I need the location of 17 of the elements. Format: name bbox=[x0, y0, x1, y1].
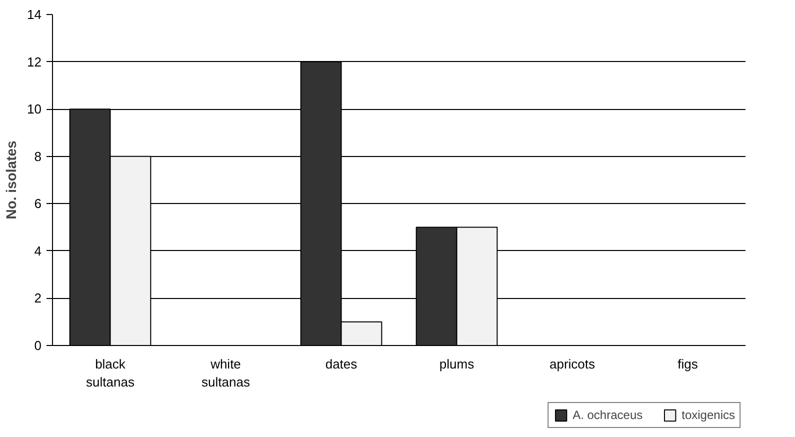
x-tick-label: apricots bbox=[549, 356, 596, 372]
y-tick-label: 14 bbox=[27, 7, 42, 22]
x-tick-label: figs bbox=[678, 356, 698, 372]
y-tick-label: 4 bbox=[34, 243, 42, 258]
y-tick-label: 12 bbox=[27, 54, 42, 70]
legend-label: toxigenics bbox=[682, 408, 735, 422]
y-axis-title: No. isolates bbox=[3, 140, 20, 220]
y-tick-label: 6 bbox=[34, 196, 42, 212]
y-tick-label: 8 bbox=[34, 148, 42, 164]
x-tick-label: white sultanas bbox=[202, 356, 250, 390]
x-tick-label: plums bbox=[439, 356, 475, 372]
y-tick-label: 2 bbox=[34, 290, 42, 306]
y-tick-label: 10 bbox=[27, 102, 42, 117]
y-tick-label: 0 bbox=[34, 338, 42, 353]
x-tick-label: black sultanas bbox=[86, 356, 135, 390]
legend-label: A. ochraceus bbox=[572, 408, 643, 422]
x-tick-label: dates bbox=[325, 356, 358, 372]
